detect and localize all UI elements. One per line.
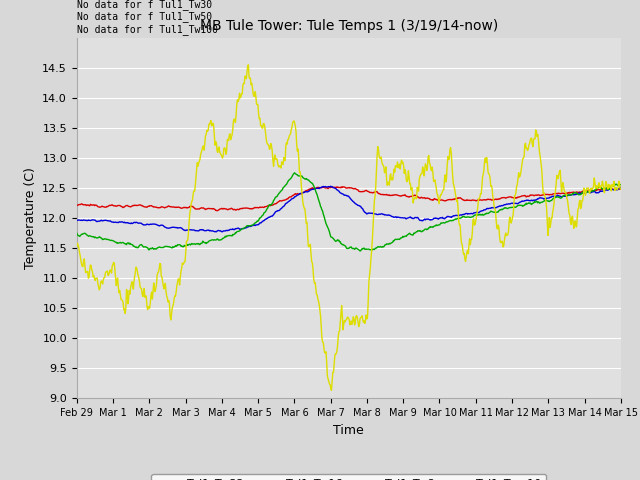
Text: No data for f Tul1_Ts0
No data for f Tul1_Tw30
No data for f Tul1_Tw50
No data f: No data for f Tul1_Ts0 No data for f Tul…: [77, 0, 218, 35]
X-axis label: Time: Time: [333, 424, 364, 437]
Title: MB Tule Tower: Tule Temps 1 (3/19/14-now): MB Tule Tower: Tule Temps 1 (3/19/14-now…: [200, 19, 498, 33]
Y-axis label: Temperature (C): Temperature (C): [24, 168, 36, 269]
Legend: Tul1_Ts-32, Tul1_Ts-16, Tul1_Ts-8, Tul1_Tw+10: Tul1_Ts-32, Tul1_Ts-16, Tul1_Ts-8, Tul1_…: [152, 474, 546, 480]
